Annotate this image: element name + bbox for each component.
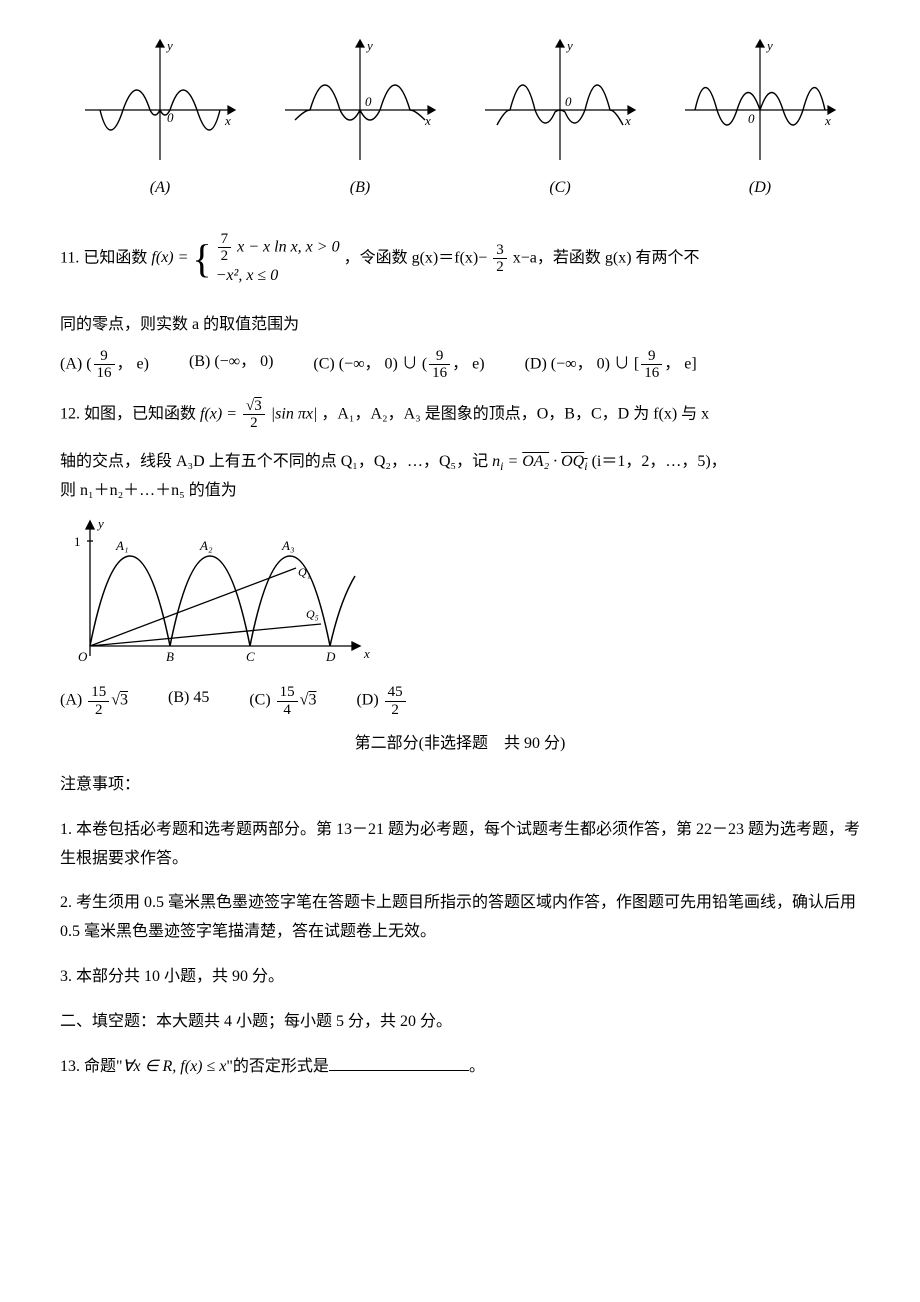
graph-C-svg: 0 x y: [475, 30, 645, 170]
svg-text:O: O: [78, 649, 88, 664]
graph-D: 0 x y (D): [675, 30, 845, 203]
q11-opt-C: (C) (−∞， 0) ∪ (916， e): [313, 348, 484, 382]
svg-text:0: 0: [365, 94, 372, 109]
q13: 13. 命题"∀x ∈ R, f(x) ≤ x"的否定形式是。: [60, 1053, 860, 1082]
svg-text:0: 0: [748, 111, 755, 126]
svg-text:A₃: A₃: [281, 538, 294, 553]
notice-3: 3. 本部分共 10 小题，共 90 分。: [60, 963, 860, 992]
q12: 12. 如图，已知函数 f(x) = √32 |sin πx| ，A₁，A₂，A…: [60, 398, 860, 432]
q12-line3: 则 n₁＋n₂＋…＋n₅ 的值为: [60, 477, 860, 506]
graph-B: 0 x y (B): [275, 30, 445, 203]
q10-graph-options: 0 x y (A) 0 x y (B): [60, 30, 860, 203]
svg-text:0: 0: [167, 110, 174, 125]
brace-icon: {: [192, 223, 211, 295]
section2-title: 第二部分(非选择题 共 90 分): [60, 730, 860, 759]
svg-text:y: y: [365, 38, 373, 53]
svg-text:0: 0: [565, 94, 572, 109]
graph-A-label: (A): [75, 174, 245, 203]
svg-text:y: y: [96, 516, 104, 531]
q12-opt-B: (B) 45: [168, 684, 209, 718]
q11-line2: 同的零点，则实数 a 的取值范围为: [60, 311, 860, 340]
q11-mid: ，令函数 g(x)＝f(x)−: [344, 249, 488, 266]
graph-D-svg: 0 x y: [675, 30, 845, 170]
q12-options: (A) 152√3 (B) 45 (C) 154√3 (D) 452: [60, 684, 860, 718]
notice-2: 2. 考生须用 0.5 毫米黑色墨迹签字笔在答题卡上题目所指示的答题区域内作答，…: [60, 889, 860, 947]
q12-opt-A: (A) 152√3: [60, 684, 128, 718]
q11-func: f(x) =: [151, 244, 188, 273]
svg-text:y: y: [565, 38, 573, 53]
notice-heading: 注意事项：: [60, 771, 860, 800]
graph-C: 0 x y (C): [475, 30, 645, 203]
q12-opt-D: (D) 452: [356, 684, 407, 718]
svg-text:x: x: [424, 113, 431, 128]
q12-chart: 1 O B C D x y A₁ A₂ A₃ Q₁ Q₅: [60, 506, 380, 676]
q11-opt-D: (D) (−∞， 0) ∪ [916， e]: [525, 348, 697, 382]
svg-text:x: x: [224, 113, 231, 128]
svg-text:x: x: [624, 113, 631, 128]
fill-heading: 二、填空题：本大题共 4 小题；每小题 5 分，共 20 分。: [60, 1008, 860, 1037]
svg-text:D: D: [325, 649, 336, 664]
q13-blank: [329, 1054, 469, 1071]
graph-A-svg: 0 x y: [75, 30, 245, 170]
svg-text:C: C: [246, 649, 255, 664]
q12-opt-C: (C) 154√3: [249, 684, 316, 718]
q11-opt-B: (B) (−∞， 0): [189, 348, 273, 382]
svg-text:x: x: [824, 113, 831, 128]
svg-text:B: B: [166, 649, 174, 664]
q12-line2-wrap: 轴的交点，线段 A₃D 上有五个不同的点 Q₁，Q₂，…，Q₅，记 ni = O…: [60, 448, 860, 478]
graph-D-label: (D): [675, 174, 845, 203]
svg-text:Q₁: Q₁: [298, 565, 311, 579]
notice-1: 1. 本卷包括必考题和选考题两部分。第 13－21 题为必考题，每个试题考生都必…: [60, 816, 860, 874]
q11-options: (A) (916， e) (B) (−∞， 0) (C) (−∞， 0) ∪ (…: [60, 348, 860, 382]
svg-text:x: x: [363, 646, 370, 661]
graph-C-label: (C): [475, 174, 645, 203]
q12-prefix: 12. 如图，已知函数: [60, 405, 196, 422]
svg-text:A₂: A₂: [199, 538, 213, 553]
graph-A: 0 x y (A): [75, 30, 245, 203]
svg-text:y: y: [765, 38, 773, 53]
svg-text:Q₅: Q₅: [306, 607, 319, 621]
svg-text:y: y: [165, 38, 173, 53]
graph-B-label: (B): [275, 174, 445, 203]
q11-opt-A: (A) (916， e): [60, 348, 149, 382]
svg-text:1: 1: [74, 534, 81, 549]
graph-B-svg: 0 x y: [275, 30, 445, 170]
q11: 11. 已知函数 f(x) = { 72 x − x ln x, x > 0 −…: [60, 223, 860, 295]
q11-prefix: 11. 已知函数: [60, 249, 147, 266]
svg-text:A₁: A₁: [115, 538, 128, 553]
